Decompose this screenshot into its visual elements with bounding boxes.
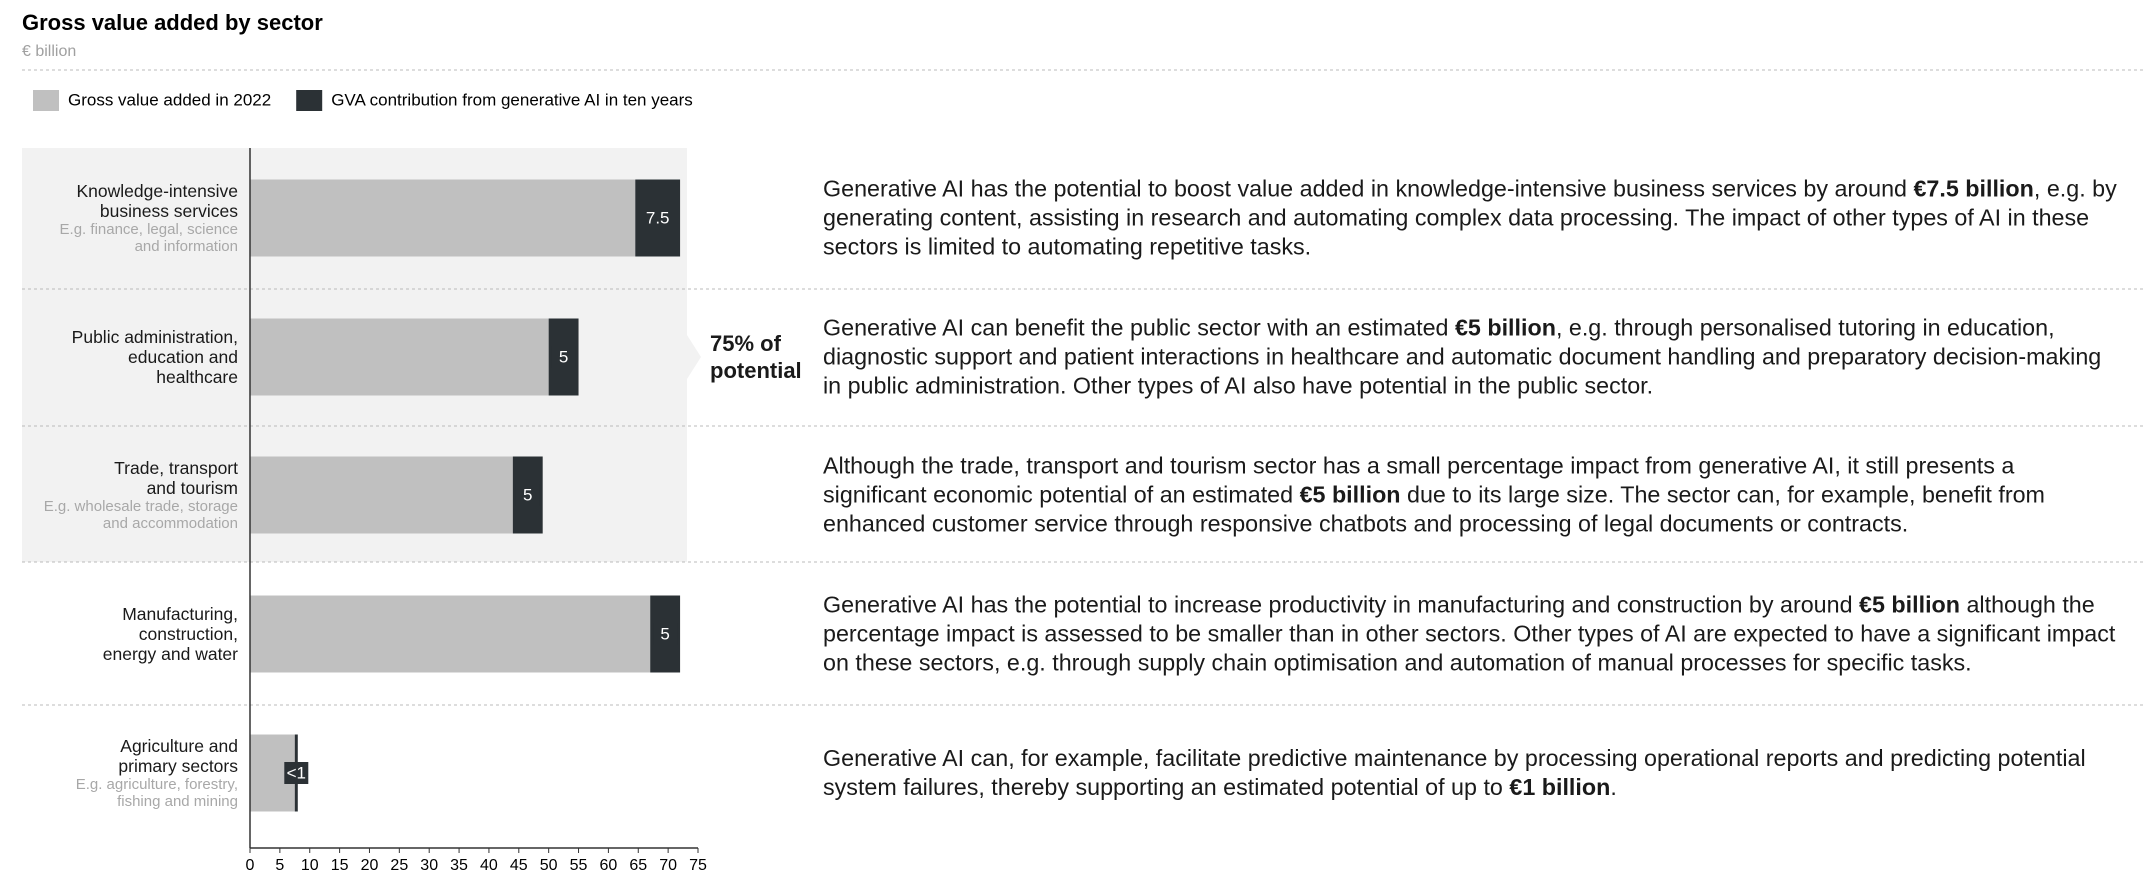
- x-tick-label: 70: [659, 857, 677, 874]
- label-box: [515, 484, 540, 506]
- description-text: Generative AI has the potential to incre…: [823, 591, 1860, 618]
- category-label: Trade, transport and tourism E.g. wholesa…: [44, 458, 238, 532]
- category-label: Agriculture and primary sectors E.g. agri…: [76, 736, 238, 810]
- x-tick-label: 10: [301, 857, 319, 874]
- description-text: €1 billion: [1509, 774, 1611, 800]
- legend-swatch: [296, 90, 323, 111]
- category-label: Public administration, education and hea…: [72, 327, 238, 387]
- x-tick-label: 75: [689, 857, 707, 874]
- category-name: Manufacturing, construction, energy and …: [102, 604, 238, 664]
- x-tick-label: 0: [246, 857, 255, 874]
- x-tick-label: 65: [629, 857, 647, 874]
- description-text: €7.5 billion: [1913, 175, 2034, 202]
- bar-segment: [250, 595, 651, 673]
- description-text: Generative AI can benefit the public sec…: [823, 314, 1455, 341]
- description-text: , e.g. by generating content, assisting …: [823, 175, 2117, 260]
- description-text: Generative AI has the potential to boost…: [823, 175, 1914, 202]
- category-name: Public administration, education and hea…: [71, 327, 238, 387]
- description: Although the trade, transport and touris…: [823, 452, 2123, 539]
- description: Generative AI can, for example, facilita…: [823, 744, 2123, 802]
- description-text: Although the trade, transport and touris…: [823, 452, 2015, 508]
- category-label: Knowledge-intensive business services E.g…: [60, 181, 238, 255]
- description-text: , e.g. through personalised tutoring in …: [823, 314, 2102, 399]
- annotation: 75% of potential: [710, 331, 802, 383]
- legend-label: GVA contribution from generative AI in t…: [331, 90, 693, 109]
- description-text: €5 billion: [1299, 481, 1401, 508]
- category-note: E.g. wholesale trade, storage and accomm…: [43, 498, 238, 532]
- bar-segment: [250, 179, 636, 257]
- data-label: <1: [287, 763, 306, 782]
- category-name: Trade, transport and tourism: [114, 458, 238, 498]
- x-tick-label: 5: [275, 857, 284, 874]
- x-tick-label: 50: [540, 857, 558, 874]
- category-note: E.g. finance, legal, science and informa…: [59, 221, 238, 255]
- bar-segment: [635, 179, 681, 257]
- data-label: 5: [559, 347, 568, 366]
- description-text: €5 billion: [1454, 314, 1556, 341]
- x-tick-label: 30: [420, 857, 438, 874]
- description: Generative AI can benefit the public sec…: [823, 314, 2123, 401]
- chart-subtitle: € billion: [22, 43, 76, 60]
- category-name: Agriculture and primary sectors: [118, 736, 238, 776]
- data-label: 7.5: [646, 208, 670, 227]
- x-tick-label: 25: [390, 857, 408, 874]
- x-tick-label: 15: [331, 857, 349, 874]
- x-tick-label: 35: [450, 857, 468, 874]
- label-box: [653, 623, 678, 645]
- label-box: [551, 346, 576, 368]
- category-label: Manufacturing, construction, energy and …: [103, 604, 238, 664]
- description-text: due to its large size. The sector can, f…: [823, 481, 2045, 537]
- x-tick-label: 40: [480, 857, 498, 874]
- x-tick-label: 60: [600, 857, 618, 874]
- description: Generative AI has the potential to boost…: [823, 175, 2123, 262]
- description-text: although the percentage impact is assess…: [823, 591, 2116, 676]
- description-text: Generative AI can, for example, facilita…: [823, 745, 2086, 800]
- description: Generative AI has the potential to incre…: [823, 591, 2123, 678]
- label-box: [284, 762, 309, 784]
- x-tick-label: 55: [570, 857, 588, 874]
- category-name: Knowledge-intensive business services: [76, 181, 239, 221]
- data-label: 5: [660, 624, 669, 643]
- data-label: 5: [523, 485, 532, 504]
- legend-label: Gross value added in 2022: [68, 90, 271, 109]
- legend-swatch: [33, 90, 59, 111]
- description-text: €5 billion: [1859, 591, 1960, 618]
- bar-segment: [250, 318, 549, 396]
- bar-segment: [250, 456, 513, 534]
- description-text: .: [1610, 774, 1617, 800]
- chart-title: Gross value added by sector: [22, 10, 323, 35]
- x-tick-label: 45: [510, 857, 528, 874]
- category-note: E.g. agriculture, forestry, fishing and …: [75, 776, 238, 810]
- x-tick-label: 20: [361, 857, 379, 874]
